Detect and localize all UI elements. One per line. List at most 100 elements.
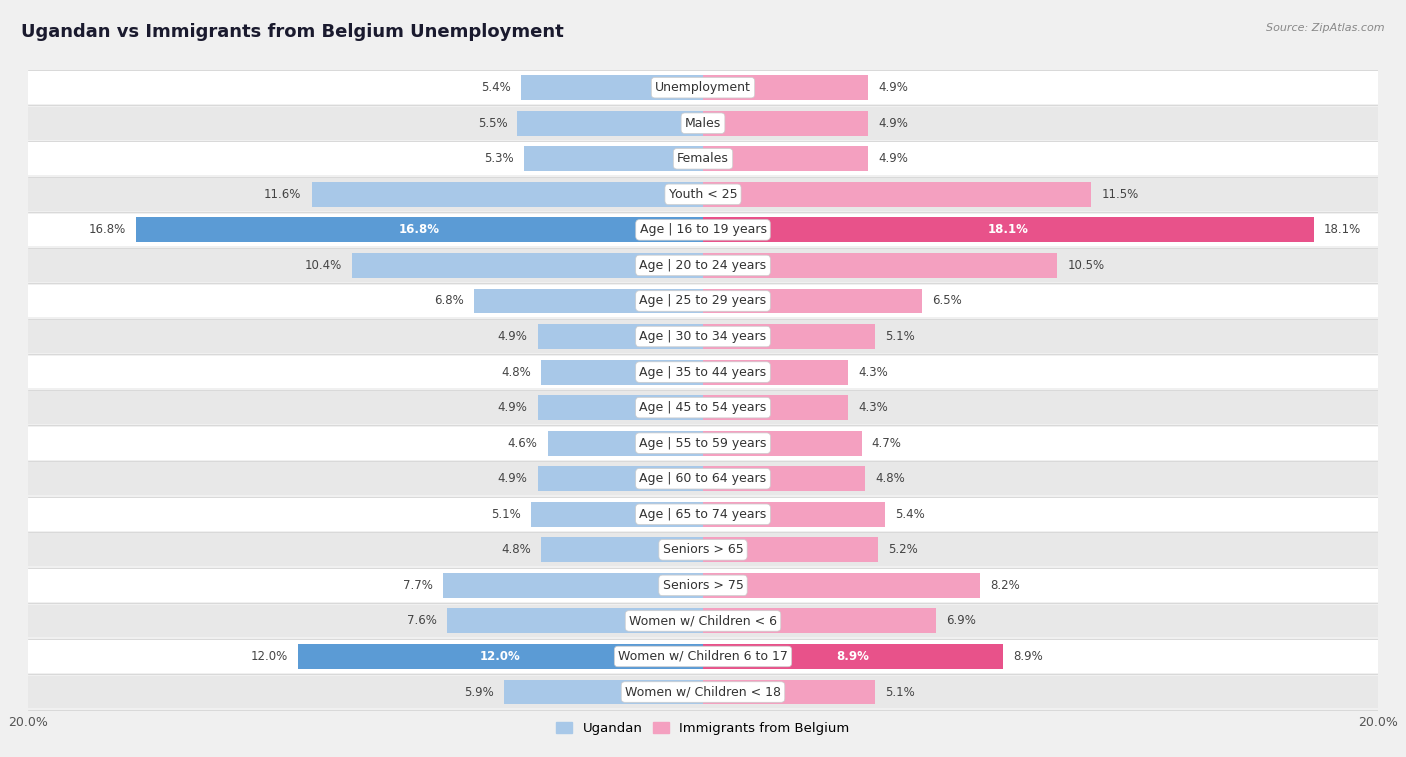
Text: Women w/ Children < 18: Women w/ Children < 18 bbox=[626, 686, 780, 699]
Bar bbox=[503, 680, 703, 705]
Bar bbox=[703, 253, 1057, 278]
Bar bbox=[28, 178, 1378, 210]
Bar bbox=[703, 573, 980, 598]
Bar bbox=[703, 111, 869, 136]
Bar bbox=[28, 569, 1378, 602]
Bar bbox=[298, 644, 703, 669]
Bar bbox=[703, 395, 848, 420]
Text: 10.5%: 10.5% bbox=[1067, 259, 1105, 272]
Bar bbox=[703, 431, 862, 456]
Text: 11.5%: 11.5% bbox=[1101, 188, 1139, 201]
Bar bbox=[28, 142, 1378, 175]
Text: 5.3%: 5.3% bbox=[485, 152, 515, 165]
Text: 10.4%: 10.4% bbox=[305, 259, 342, 272]
Bar bbox=[28, 676, 1378, 709]
Text: 4.9%: 4.9% bbox=[879, 152, 908, 165]
Bar bbox=[28, 605, 1378, 637]
Text: 11.6%: 11.6% bbox=[264, 188, 301, 201]
Text: 18.1%: 18.1% bbox=[1324, 223, 1361, 236]
Text: Youth < 25: Youth < 25 bbox=[669, 188, 737, 201]
Text: 5.4%: 5.4% bbox=[481, 81, 510, 94]
Text: Age | 20 to 24 years: Age | 20 to 24 years bbox=[640, 259, 766, 272]
Text: 8.2%: 8.2% bbox=[990, 579, 1019, 592]
Text: Age | 25 to 29 years: Age | 25 to 29 years bbox=[640, 294, 766, 307]
Text: 18.1%: 18.1% bbox=[988, 223, 1029, 236]
Bar bbox=[474, 288, 703, 313]
Bar bbox=[28, 249, 1378, 282]
Bar bbox=[537, 324, 703, 349]
Text: Age | 35 to 44 years: Age | 35 to 44 years bbox=[640, 366, 766, 378]
Bar bbox=[136, 217, 703, 242]
Bar bbox=[28, 107, 1378, 139]
Text: 6.9%: 6.9% bbox=[946, 615, 976, 628]
Text: 4.8%: 4.8% bbox=[875, 472, 905, 485]
Bar bbox=[28, 285, 1378, 317]
Bar bbox=[703, 324, 875, 349]
Text: 4.9%: 4.9% bbox=[498, 472, 527, 485]
Bar bbox=[537, 466, 703, 491]
Text: 5.5%: 5.5% bbox=[478, 117, 508, 129]
Text: Males: Males bbox=[685, 117, 721, 129]
Text: Source: ZipAtlas.com: Source: ZipAtlas.com bbox=[1267, 23, 1385, 33]
Bar bbox=[703, 609, 936, 634]
Bar bbox=[703, 182, 1091, 207]
Text: 8.9%: 8.9% bbox=[1014, 650, 1043, 663]
Bar bbox=[703, 680, 875, 705]
Bar bbox=[703, 288, 922, 313]
Bar bbox=[524, 146, 703, 171]
Text: 7.6%: 7.6% bbox=[406, 615, 436, 628]
Bar bbox=[541, 360, 703, 385]
Text: 6.8%: 6.8% bbox=[433, 294, 464, 307]
Text: 4.9%: 4.9% bbox=[498, 330, 527, 343]
Text: 12.0%: 12.0% bbox=[481, 650, 520, 663]
Bar bbox=[352, 253, 703, 278]
Bar bbox=[312, 182, 703, 207]
Text: Age | 45 to 54 years: Age | 45 to 54 years bbox=[640, 401, 766, 414]
Bar bbox=[703, 217, 1313, 242]
Text: 5.1%: 5.1% bbox=[886, 330, 915, 343]
Bar bbox=[703, 644, 1004, 669]
Bar bbox=[703, 537, 879, 562]
Bar bbox=[28, 463, 1378, 495]
Text: 4.9%: 4.9% bbox=[498, 401, 527, 414]
Text: Females: Females bbox=[678, 152, 728, 165]
Text: 5.4%: 5.4% bbox=[896, 508, 925, 521]
Bar bbox=[548, 431, 703, 456]
Bar bbox=[703, 75, 869, 100]
Bar bbox=[28, 356, 1378, 388]
Text: Seniors > 75: Seniors > 75 bbox=[662, 579, 744, 592]
Text: Age | 60 to 64 years: Age | 60 to 64 years bbox=[640, 472, 766, 485]
Bar bbox=[28, 640, 1378, 673]
Text: 7.7%: 7.7% bbox=[404, 579, 433, 592]
Text: 4.9%: 4.9% bbox=[879, 117, 908, 129]
Text: 4.3%: 4.3% bbox=[858, 401, 889, 414]
Bar bbox=[443, 573, 703, 598]
Text: Age | 30 to 34 years: Age | 30 to 34 years bbox=[640, 330, 766, 343]
Bar bbox=[28, 534, 1378, 566]
Bar bbox=[537, 395, 703, 420]
Text: 4.9%: 4.9% bbox=[879, 81, 908, 94]
Text: Age | 16 to 19 years: Age | 16 to 19 years bbox=[640, 223, 766, 236]
Bar bbox=[703, 502, 886, 527]
Bar bbox=[531, 502, 703, 527]
Bar bbox=[703, 360, 848, 385]
Bar bbox=[517, 111, 703, 136]
Bar bbox=[447, 609, 703, 634]
Text: 4.7%: 4.7% bbox=[872, 437, 901, 450]
Bar bbox=[703, 146, 869, 171]
Text: 4.6%: 4.6% bbox=[508, 437, 537, 450]
Text: 5.1%: 5.1% bbox=[886, 686, 915, 699]
Text: 16.8%: 16.8% bbox=[89, 223, 127, 236]
Text: Women w/ Children 6 to 17: Women w/ Children 6 to 17 bbox=[619, 650, 787, 663]
Bar bbox=[28, 427, 1378, 459]
Text: Unemployment: Unemployment bbox=[655, 81, 751, 94]
Text: Age | 55 to 59 years: Age | 55 to 59 years bbox=[640, 437, 766, 450]
Text: Ugandan vs Immigrants from Belgium Unemployment: Ugandan vs Immigrants from Belgium Unemp… bbox=[21, 23, 564, 41]
Text: Age | 65 to 74 years: Age | 65 to 74 years bbox=[640, 508, 766, 521]
Text: 16.8%: 16.8% bbox=[399, 223, 440, 236]
Text: 8.9%: 8.9% bbox=[837, 650, 869, 663]
Bar bbox=[703, 466, 865, 491]
Text: 5.2%: 5.2% bbox=[889, 544, 918, 556]
Legend: Ugandan, Immigrants from Belgium: Ugandan, Immigrants from Belgium bbox=[551, 716, 855, 740]
Bar bbox=[28, 213, 1378, 246]
